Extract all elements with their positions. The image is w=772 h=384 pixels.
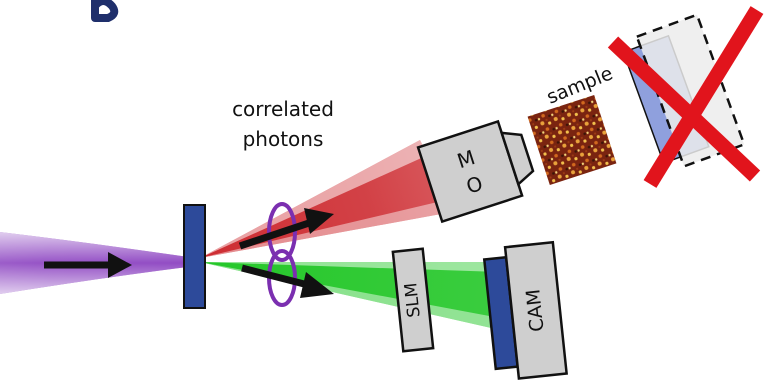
correlated-label-line2: photons [243,127,324,151]
black-arrow-icon [238,208,334,250]
camera: CAM [482,240,569,380]
sample-image [527,94,617,186]
microscope-objective: M O [416,119,535,224]
mo-label-m: M [454,145,478,173]
cam-label: CAM [522,288,548,333]
correlated-label-line1: correlated [232,97,334,121]
slm-device: SLM [391,247,435,353]
nonlinear-crystal [183,204,206,309]
mo-label-o: O [463,171,485,199]
red-cross-icon [607,6,764,188]
red-beam [200,140,452,258]
slm-label: SLM [401,282,425,319]
purple-ellipse-icon [267,202,297,262]
black-arrow-icon [241,264,334,298]
title-fragment [91,0,119,22]
black-arrow-icon [44,252,132,278]
